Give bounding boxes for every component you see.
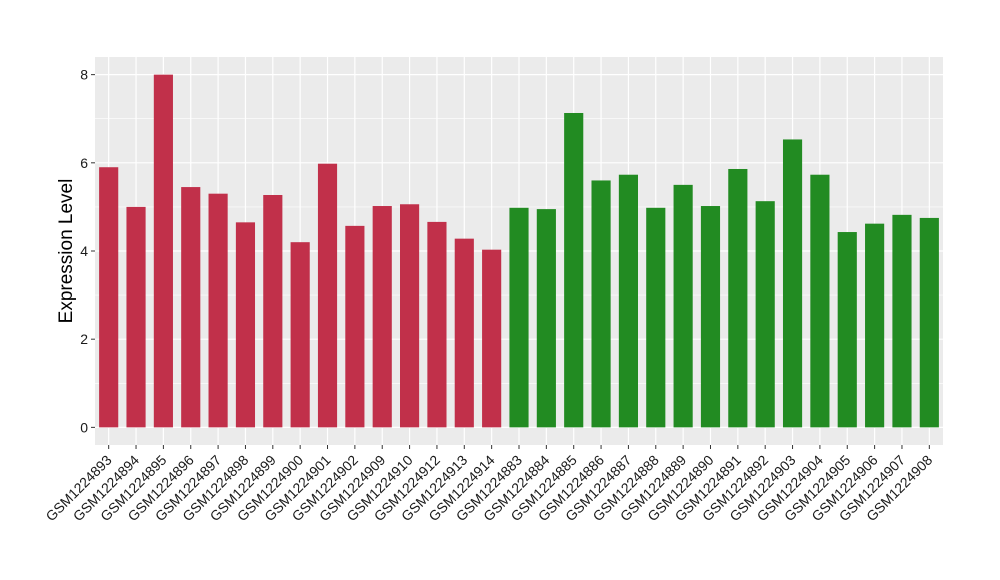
bar: [126, 206, 146, 428]
bar: [181, 187, 201, 428]
bar: [454, 238, 474, 428]
bar: [290, 242, 310, 428]
bar: [153, 74, 173, 428]
bar: [782, 139, 803, 428]
y-tick-label: 6: [80, 155, 88, 171]
bar: [865, 223, 885, 428]
bar: [755, 201, 775, 428]
bar: [564, 112, 584, 428]
bar: [919, 217, 939, 428]
bar: [728, 168, 748, 428]
bar: [317, 163, 338, 428]
y-tick-label: 2: [80, 331, 88, 347]
y-tick-label: 4: [80, 243, 88, 259]
bar: [235, 222, 256, 428]
bar: [99, 167, 119, 428]
bars: [99, 74, 939, 428]
bar: [673, 184, 693, 428]
bar: [372, 206, 392, 428]
y-tick-label: 8: [80, 67, 88, 83]
bar: [400, 204, 420, 428]
bar: [263, 195, 283, 428]
bar: [892, 214, 912, 428]
y-axis: 0 2 4 6 8: [80, 67, 95, 435]
bar: [700, 206, 721, 428]
bar: [591, 180, 611, 428]
bar: [208, 193, 228, 428]
bar: [345, 225, 365, 428]
bar: [837, 232, 857, 428]
y-axis-title: Expression Level: [56, 179, 77, 324]
bar: [646, 207, 666, 428]
bar: [482, 249, 502, 428]
bar: [810, 174, 830, 428]
bar: [427, 221, 447, 428]
x-axis: GSM1224893GSM1224894GSM1224895GSM1224896…: [42, 445, 936, 524]
bar: [618, 174, 638, 428]
y-tick-label: 0: [80, 419, 88, 435]
bar: [536, 209, 556, 428]
bar: [509, 207, 529, 428]
